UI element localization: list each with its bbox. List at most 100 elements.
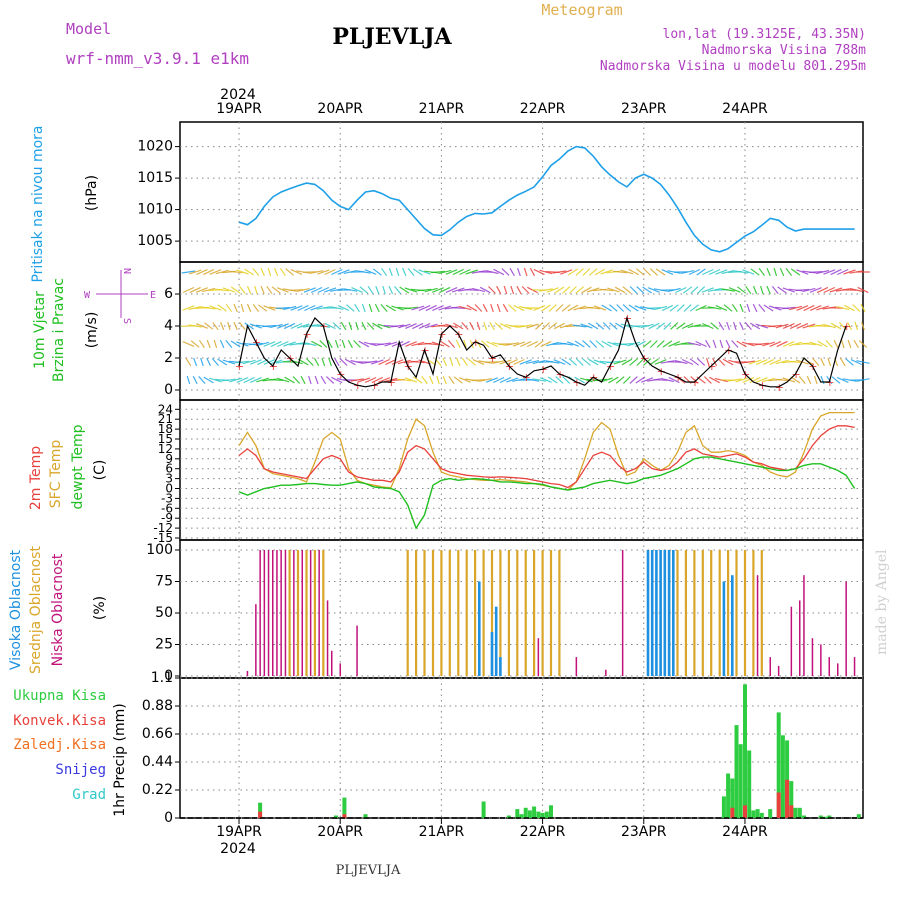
wind-arrow <box>256 341 270 347</box>
cloud-bar <box>760 550 763 676</box>
cloud-bar <box>280 550 282 676</box>
wind-arrow <box>381 267 388 277</box>
cloud-bar <box>541 550 544 676</box>
cloud-bar <box>799 600 801 676</box>
wind-arrow <box>319 340 328 348</box>
wind-arrow <box>341 339 346 349</box>
wind-arrow <box>641 377 654 383</box>
wind-arrow <box>789 305 803 311</box>
wind-arrow <box>707 306 722 310</box>
y-tick-label: 3 <box>165 472 173 486</box>
wind-arrow <box>706 357 710 367</box>
y-tick-label: 0.22 <box>142 782 173 798</box>
cloud-bar <box>465 550 468 676</box>
wind-arrow <box>688 268 701 276</box>
compass-s: S <box>121 318 132 324</box>
wind-arrow <box>469 321 475 331</box>
wind-arrow <box>217 358 228 366</box>
wind-arrow <box>485 377 499 383</box>
cloud-bar <box>356 625 358 676</box>
wind-arrow <box>646 307 661 309</box>
watermark: made by Angel <box>874 549 890 655</box>
wind-arrow <box>788 360 803 364</box>
wind-ylabel-1: 10m Vjetar <box>32 291 48 369</box>
cloud-bar <box>722 581 726 676</box>
wind-arrow <box>601 340 612 348</box>
wind-arrow <box>525 378 540 382</box>
wind-arrow <box>225 303 233 313</box>
wind-arrow <box>606 360 621 364</box>
wind-arrow <box>310 286 323 294</box>
wind-arrow <box>775 323 789 329</box>
cloud-bar <box>650 550 654 676</box>
wind-arrow <box>545 360 560 364</box>
wind-arrow <box>452 268 464 276</box>
wind-arrow <box>760 285 764 295</box>
tick-labels: 1005101010151020024624211815129630-3-6-9… <box>137 101 768 840</box>
wind-arrow <box>439 286 451 294</box>
wind-arrow <box>300 375 306 385</box>
wind-arrow <box>274 267 279 277</box>
cloud-bar <box>259 550 261 676</box>
wind-arrow <box>236 377 249 383</box>
wind-arrow <box>541 304 551 312</box>
wind-arrow <box>239 321 246 331</box>
wind-arrow <box>337 269 350 275</box>
wind-arrow <box>518 324 533 328</box>
wind-arrow <box>499 322 512 330</box>
wind-arrow <box>196 269 208 275</box>
wind-arrow <box>627 341 641 347</box>
wind-arrow <box>382 285 386 295</box>
wind-arrow <box>510 285 515 295</box>
wind-arrow <box>464 289 479 291</box>
wind-arrow <box>447 340 456 348</box>
legend-snow: Snijeg <box>55 762 106 778</box>
wind-marker: + <box>842 320 851 333</box>
wind-arrow <box>567 304 579 312</box>
wind-arrow <box>367 285 374 295</box>
y-tick-label: -6 <box>161 501 173 515</box>
cloud-bar <box>423 550 426 676</box>
wind-arrow <box>526 340 539 348</box>
precip-bar <box>759 812 764 818</box>
wind-arrow <box>271 286 281 294</box>
wind-arrow <box>667 287 681 293</box>
y-tick-label: 1015 <box>137 170 173 186</box>
x-tick-label-top: 20APR <box>317 101 363 117</box>
wind-arrow <box>364 269 377 275</box>
wind-arrow <box>418 359 431 365</box>
y-tick-label: 18 <box>158 422 173 436</box>
wind-arrow <box>385 304 396 312</box>
wind-arrow <box>680 270 695 274</box>
wind-arrow <box>181 270 196 274</box>
wind-arrow <box>533 268 545 276</box>
wind-arrow <box>407 268 415 276</box>
wind-arrow <box>553 359 566 365</box>
wind-arrow <box>852 304 861 312</box>
wind-arrow <box>708 268 721 276</box>
wind-arrow <box>728 378 742 382</box>
wind-arrow <box>600 269 613 275</box>
cloud-bar <box>605 669 607 676</box>
wind-arrow <box>421 375 428 385</box>
precip-bar <box>334 815 338 818</box>
cloud-bar <box>769 657 771 676</box>
wind-arrow <box>185 357 192 367</box>
wind-arrow <box>668 376 680 384</box>
wind-arrow <box>267 267 272 277</box>
wind-arrow <box>494 322 503 330</box>
wind-arrow <box>649 340 658 348</box>
wind-arrow <box>486 340 498 348</box>
wind-arrow <box>814 375 818 385</box>
wind-arrow <box>702 322 714 330</box>
wind-arrow <box>215 288 230 292</box>
x-tick-label-bottom: 20APR <box>317 824 363 840</box>
wind-arrow <box>350 378 364 382</box>
y-tick-label: 6 <box>165 462 173 476</box>
wind-arrow <box>547 376 558 384</box>
wind-arrow <box>548 322 558 330</box>
wind-arrow <box>230 286 241 294</box>
wind-arrow <box>703 376 712 384</box>
wind-arrow <box>752 303 758 313</box>
